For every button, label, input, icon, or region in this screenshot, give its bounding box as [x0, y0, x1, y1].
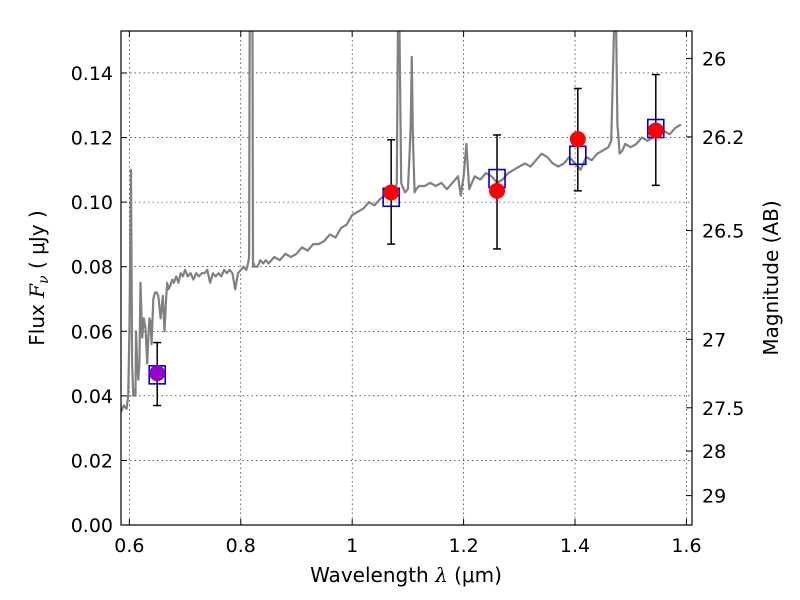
- y2-axis-label: Magnitude (AB): [759, 200, 783, 355]
- x-tick-label: 0.8: [226, 535, 256, 557]
- y2-axis: 26 26.2 26.5 27 27.5 28 29: [686, 48, 744, 508]
- y2-tick-label: 27: [702, 329, 726, 351]
- y-tick-label: 0.02: [71, 450, 113, 472]
- x-tick-label: 1.2: [448, 535, 478, 557]
- y2-tick-label: 26.5: [702, 221, 744, 243]
- y-tick-label: 0.14: [71, 63, 113, 85]
- y-tick-label: 0.00: [71, 515, 113, 537]
- grid: [121, 31, 692, 526]
- y-tick-label: 0.10: [71, 192, 113, 214]
- y-tick-label: 0.06: [71, 321, 113, 343]
- x-tick-label: 1.6: [671, 535, 701, 557]
- observed-point: [383, 184, 400, 201]
- y-tick-label: 0.08: [71, 257, 113, 279]
- spectrum-layer: [121, 31, 682, 413]
- model-points: [148, 118, 665, 385]
- x-tick-label: 0.6: [114, 535, 144, 557]
- observed-point: [647, 122, 664, 139]
- y-tick-label: 0.12: [71, 128, 113, 150]
- plot-frame: [120, 30, 693, 526]
- observed-point: [489, 182, 506, 199]
- observed-point: [149, 365, 166, 382]
- y2-tick-label: 29: [702, 486, 726, 508]
- y-axis-label: Flux Fν ( μJy ): [25, 210, 52, 345]
- observed-points: [149, 122, 664, 382]
- y2-tick-label: 27.5: [702, 398, 744, 420]
- y-tick-label: 0.04: [71, 386, 113, 408]
- observed-point: [569, 131, 586, 148]
- errorbars: [153, 73, 660, 407]
- y2-tick-label: 26: [702, 48, 726, 70]
- x-axis: 0.6 0.8 1 1.2 1.4 1.6: [114, 31, 702, 557]
- x-axis-label: Wavelength λ (μm): [310, 563, 502, 587]
- y-axis: 0.00 0.02 0.04 0.06 0.08 0.10 0.12 0.14: [71, 63, 127, 537]
- spectrum-line: [121, 31, 682, 413]
- y2-tick-label: 26.2: [702, 127, 744, 149]
- x-tick-label: 1: [346, 535, 358, 557]
- y2-tick-label: 28: [702, 441, 726, 463]
- x-tick-label: 1.4: [560, 535, 590, 557]
